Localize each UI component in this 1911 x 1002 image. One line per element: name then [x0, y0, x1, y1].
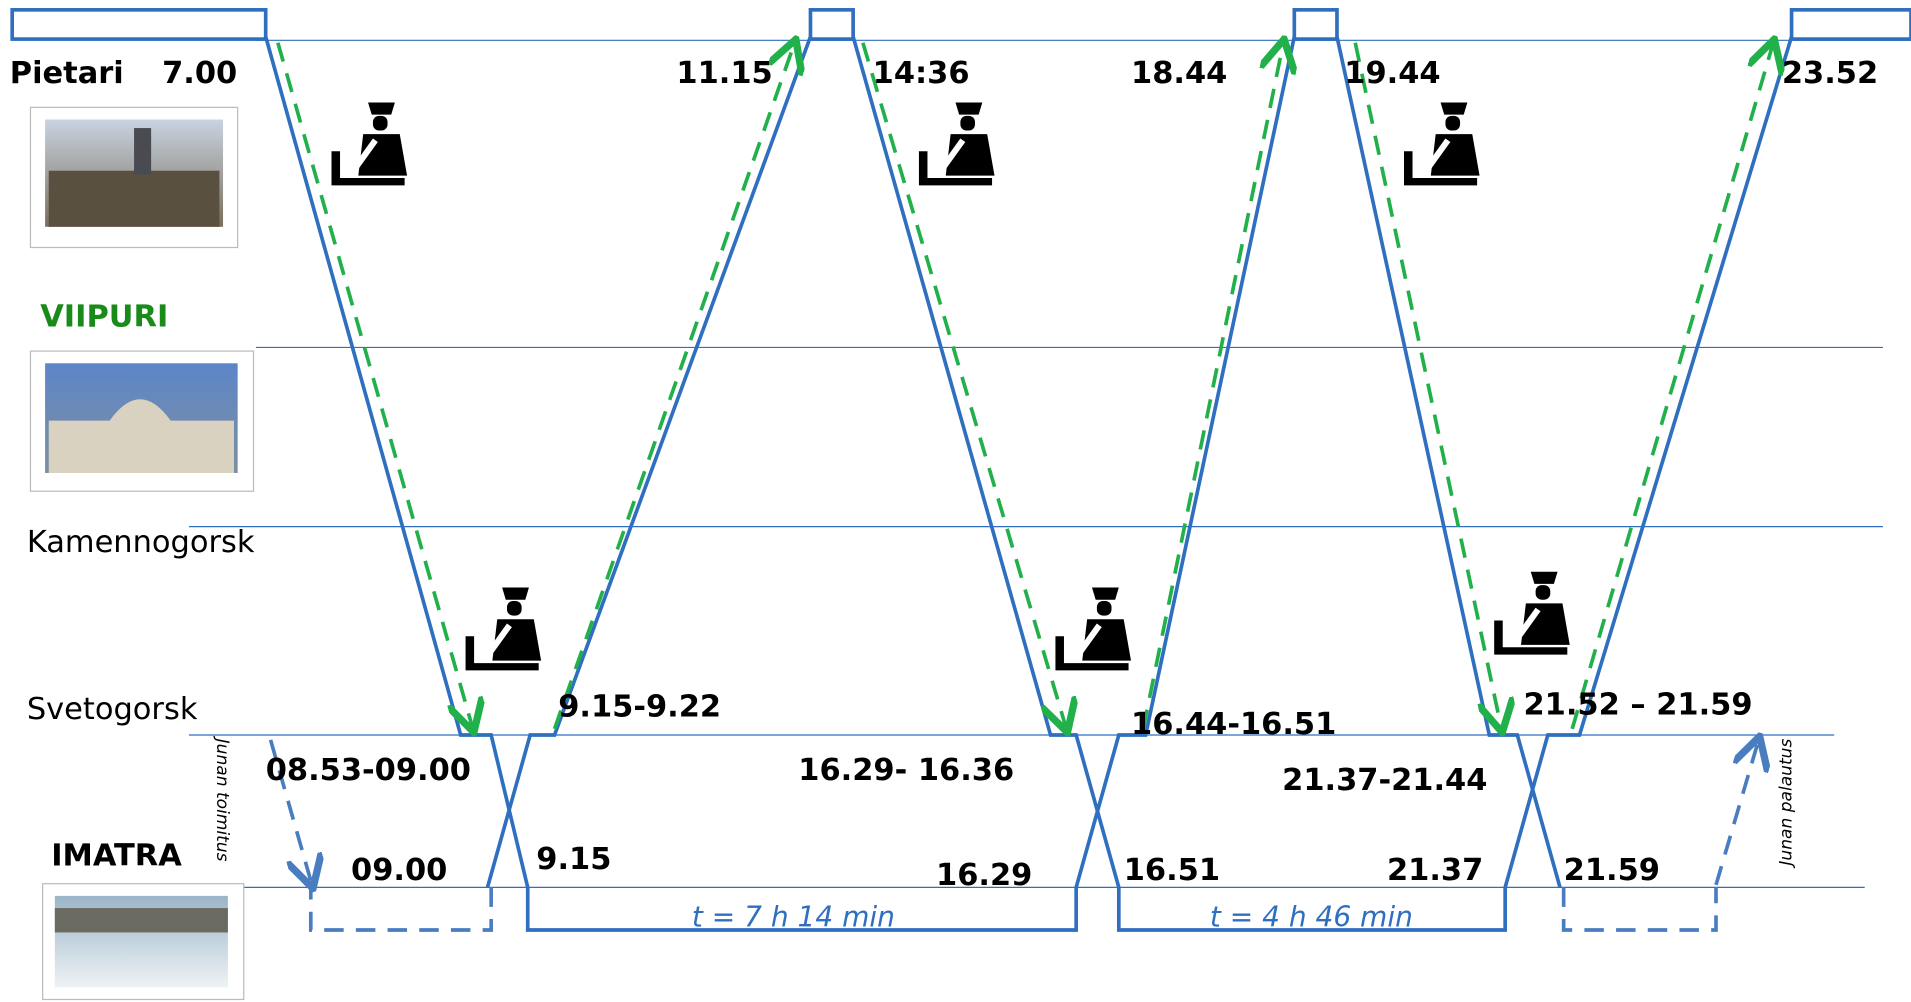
customs-icon [332, 102, 408, 185]
time-label: 16.44-16.51 [1131, 707, 1336, 742]
train-path [266, 37, 1295, 930]
time-label: 7.00 [162, 56, 237, 91]
station-label: Kamennogorsk [27, 525, 255, 560]
station-photo [43, 884, 244, 1000]
dashed-box [1564, 887, 1716, 930]
route-arrow [1572, 43, 1773, 729]
time-label: 19.44 [1344, 56, 1440, 91]
train-path [488, 37, 811, 888]
station-box [810, 10, 853, 39]
station-photo [30, 351, 253, 491]
time-label: 16.51 [1124, 853, 1220, 888]
time-label: 16.29 [936, 858, 1032, 893]
route-arrow [1143, 43, 1283, 729]
duration-label: t = 4 h 46 min [1210, 900, 1413, 933]
time-label: 23.52 [1782, 56, 1878, 91]
transfer-arrow [1716, 740, 1759, 885]
station-box [12, 10, 266, 39]
time-label: 14:36 [873, 56, 970, 91]
time-label: 18.44 [1131, 56, 1227, 91]
time-label: 11.15 [676, 56, 772, 91]
route-arrow [1355, 43, 1501, 729]
time-label: 21.52 – 21.59 [1523, 687, 1752, 722]
time-label: 09.00 [351, 853, 447, 888]
station-label: VIIPURI [40, 300, 168, 335]
note: Junan palautus [1777, 739, 1797, 869]
time-label: 21.37-21.44 [1282, 763, 1487, 798]
duration-label: t = 7 h 14 min [692, 900, 895, 933]
time-label: 9.15-9.22 [558, 690, 721, 725]
time-label: 16.29- 16.36 [798, 753, 1014, 788]
dashed-box [311, 887, 491, 930]
station-label: IMATRA [51, 838, 182, 873]
note: Junan toimitus [212, 736, 232, 862]
customs-icon [466, 588, 542, 671]
station-box [1294, 10, 1337, 39]
diagram: Pietari VIIPURI Kamennogorsk Svetogorsk … [0, 0, 1911, 1002]
time-label: 08.53-09.00 [266, 753, 471, 788]
time-label: 9.15 [536, 842, 611, 877]
station-photo [30, 107, 237, 247]
customs-icon [1404, 102, 1480, 185]
customs-icon [1494, 572, 1570, 655]
time-label: 21.59 [1564, 853, 1660, 888]
customs-icon [1055, 588, 1131, 671]
route-arrow [555, 43, 795, 729]
station-box [1792, 10, 1911, 39]
time-label: 21.37 [1387, 853, 1483, 888]
station-label: Pietari [10, 56, 124, 91]
customs-icon [919, 102, 995, 185]
station-label: Svetogorsk [27, 692, 198, 727]
